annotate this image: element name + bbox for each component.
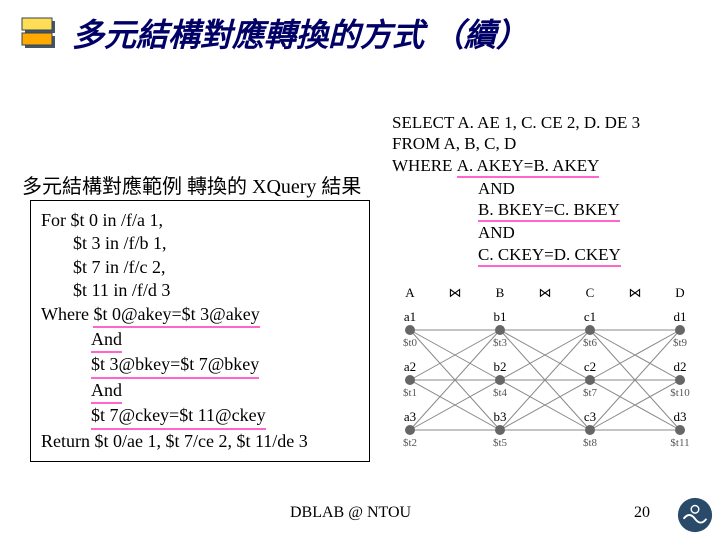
svg-text:$t6: $t6 [583, 337, 598, 349]
sql-line: AND [392, 222, 640, 243]
xquery-line: $t 11 in /f/d 3 [41, 279, 359, 302]
xquery-line: $t 7 in /f/c 2, [41, 256, 359, 279]
xquery-line: And [41, 328, 359, 353]
sql-line: C. CKEY=D. CKEY [392, 244, 640, 267]
svg-text:D: D [675, 285, 684, 300]
svg-text:d2: d2 [674, 359, 687, 374]
xquery-box: For $t 0 in /f/a 1,$t 3 in /f/b 1,$t 7 i… [30, 200, 370, 462]
xquery-line: For $t 0 in /f/a 1, [41, 209, 359, 232]
xquery-line: $t 3@bkey=$t 7@bkey [41, 353, 359, 378]
xquery-line: $t 7@ckey=$t 11@ckey [41, 404, 359, 429]
svg-text:C: C [586, 285, 595, 300]
slide-bullet-icon [20, 16, 60, 50]
svg-text:$t10: $t10 [670, 387, 690, 399]
title-bar: 多元結構對應轉換的方式 （續） [0, 0, 720, 56]
svg-text:d1: d1 [674, 309, 687, 324]
svg-text:$t9: $t9 [673, 337, 688, 349]
sql-line: AND [392, 178, 640, 199]
svg-text:B: B [496, 285, 505, 300]
svg-text:a2: a2 [404, 359, 416, 374]
xquery-line: Where $t 0@akey=$t 3@akey [41, 303, 359, 328]
svg-text:⋈: ⋈ [539, 285, 552, 300]
svg-text:b3: b3 [494, 409, 507, 424]
svg-text:c2: c2 [584, 359, 596, 374]
join-diagram: A B C D ⋈ ⋈ ⋈ a1 $t0 b1 $t3 c1 $t6 d1 $t9 a2 $t1 b2 $t4 c2 $… [380, 275, 710, 475]
ntou-logo-icon [676, 496, 714, 534]
svg-text:b2: b2 [494, 359, 507, 374]
svg-text:A: A [405, 285, 415, 300]
sql-line: B. BKEY=C. BKEY [392, 199, 640, 222]
sql-box: SELECT A. AE 1, C. CE 2, D. DE 3FROM A, … [392, 112, 640, 267]
svg-text:b1: b1 [494, 309, 507, 324]
sql-line: FROM A, B, C, D [392, 133, 640, 154]
svg-text:⋈: ⋈ [449, 285, 462, 300]
svg-text:⋈: ⋈ [629, 285, 642, 300]
svg-text:c3: c3 [584, 409, 596, 424]
svg-text:d3: d3 [674, 409, 687, 424]
sql-line: WHERE A. AKEY=B. AKEY [392, 155, 640, 178]
svg-text:$t2: $t2 [403, 437, 417, 449]
svg-text:$t7: $t7 [583, 387, 598, 399]
xquery-line: Return $t 0/ae 1, $t 7/ce 2, $t 11/de 3 [41, 430, 359, 453]
svg-text:$t8: $t8 [583, 437, 598, 449]
svg-text:$t5: $t5 [493, 437, 508, 449]
svg-text:a3: a3 [404, 409, 416, 424]
svg-text:a1: a1 [404, 309, 416, 324]
svg-text:$t0: $t0 [403, 337, 418, 349]
sql-line: SELECT A. AE 1, C. CE 2, D. DE 3 [392, 112, 640, 133]
svg-text:$t1: $t1 [403, 387, 417, 399]
svg-text:$t11: $t11 [670, 437, 689, 449]
xquery-line: And [41, 379, 359, 404]
xquery-line: $t 3 in /f/b 1, [41, 232, 359, 255]
svg-text:$t3: $t3 [493, 337, 508, 349]
svg-text:$t4: $t4 [493, 387, 508, 399]
page-number: 20 [634, 504, 650, 522]
subtitle: 多元結構對應範例 轉換的 XQuery 結果 [22, 170, 361, 199]
footer-text: DBLAB @ NTOU [290, 504, 411, 522]
svg-text:c1: c1 [584, 309, 596, 324]
page-title: 多元結構對應轉換的方式 （續） [72, 10, 528, 56]
